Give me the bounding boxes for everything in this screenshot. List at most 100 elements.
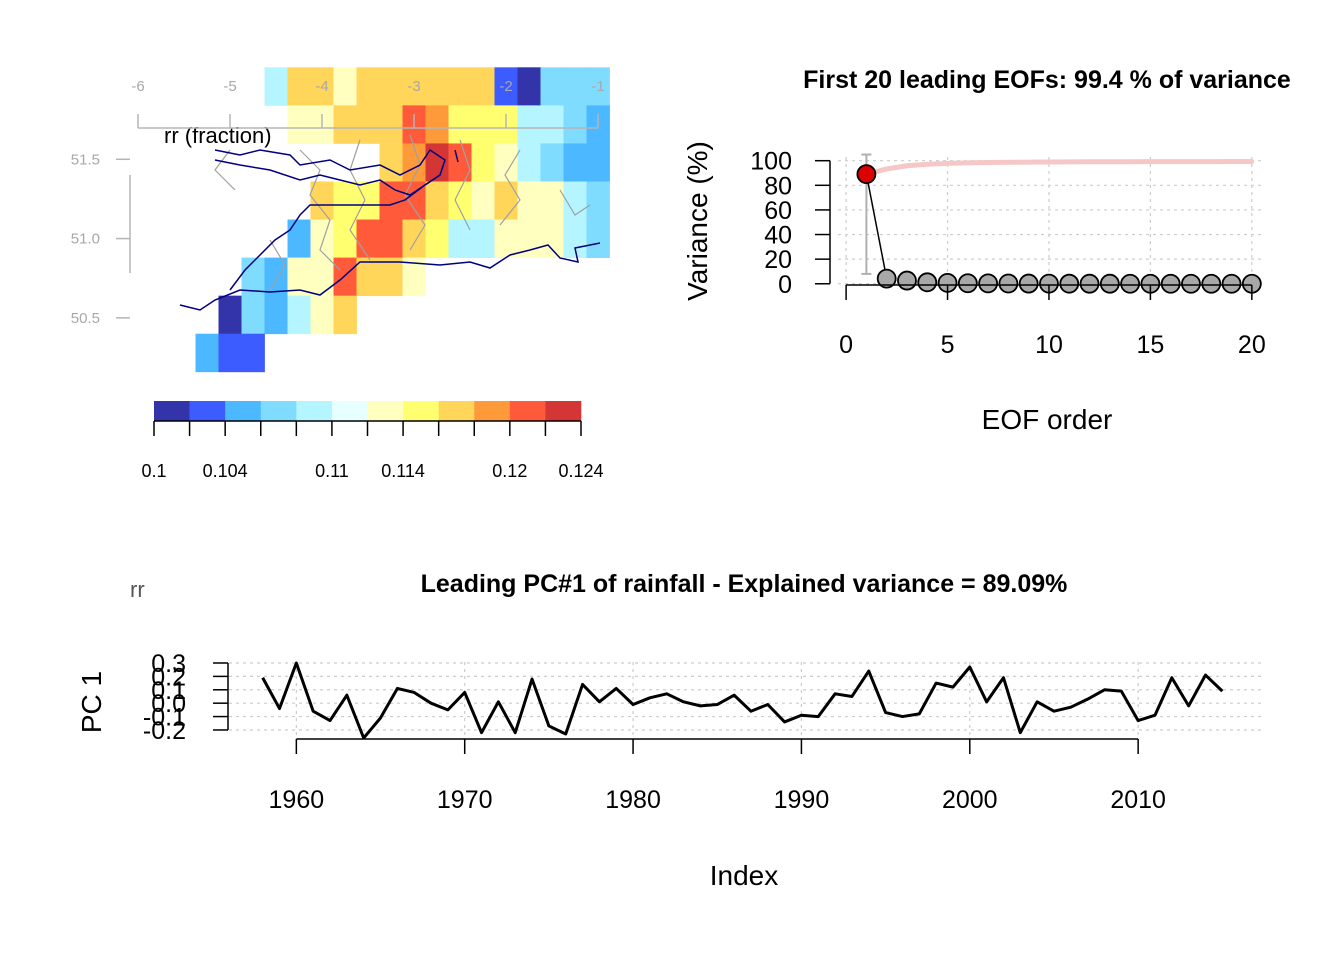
map-cell [287,257,311,297]
eof-cumulative-line [863,159,1255,177]
map-cell [264,295,288,335]
colorbar-swatch [225,401,262,421]
map-cell [448,181,472,220]
eof-point [1201,273,1222,294]
eof-point [1059,273,1080,294]
map-cell [494,67,518,106]
rainfall-map-panel: rr (fraction) -6 -5 -4 -3 -2 -1 51.5 51.0 50.5 0.1… [71,67,610,481]
colorbar-tick-label: 0.1 [141,461,166,481]
colorbar-swatch [331,401,368,421]
map-cell [333,181,357,220]
map-x-tick-label: -2 [499,78,512,95]
contour-line [214,149,236,191]
map-cell [379,67,403,106]
colorbar-swatch [260,401,297,421]
pc-x-tick-label: 2000 [942,786,998,814]
map-cell [586,143,610,182]
colorbar-swatch [296,401,333,421]
eof-point-leading [856,164,877,185]
map-cell [264,257,288,297]
map-cell [241,333,265,373]
map-cell [448,219,472,258]
pc-y-tick-label: 0.3 [151,650,186,678]
map-cell [310,295,334,335]
eof-point [1018,273,1039,294]
map-cell [287,67,311,106]
map-cell [356,67,380,106]
map-cell [540,105,564,144]
map-cell [517,105,541,144]
colorbar-swatch [509,401,546,421]
coastline [454,149,459,163]
map-cell [402,143,426,182]
coastline [214,148,446,196]
pc-x-tick-label: 1980 [605,786,661,814]
map-cell [218,295,242,335]
map-cell [448,105,472,144]
eof-point [978,273,999,294]
map-cell [540,143,564,182]
map-cell [540,67,564,106]
map-y-tick-label: 51.0 [71,231,100,248]
contour-line [349,139,371,261]
coastline [229,174,441,291]
eof-point [1079,273,1100,294]
eof-x-tick-label: 0 [839,331,853,359]
pc-y-tick-label: 0.0 [151,690,186,718]
map-cell [356,219,380,258]
pc-chart-subtitle: rr [130,577,145,602]
map-cell [310,181,334,220]
map-y-tick-label: 51.5 [71,151,100,168]
eof-y-tick-label: 40 [764,222,792,250]
eof-x-tick-label: 5 [941,331,955,359]
eof-point [1160,273,1181,294]
map-cell [264,67,288,106]
pc-x-tick-label: 1990 [774,786,830,814]
map-cell [218,333,242,373]
pc-chart-title: Leading PC#1 of rainfall - Explained var… [421,570,1068,598]
colorbar-swatch [403,401,439,421]
map-cell [494,143,518,182]
eof-y-tick-label: 60 [764,197,792,225]
contour-line [454,139,471,231]
eof-x-tick-label: 15 [1136,331,1164,359]
colorbar-swatch [367,401,404,421]
map-cell [471,181,495,220]
map-cell [402,219,426,258]
map-cell [425,181,449,220]
eof-point [957,273,978,294]
pc-x-tick-label: 2010 [1110,786,1166,814]
pc-y-axis-label: PC 1 [76,671,107,733]
map-cell [540,181,564,220]
eof-x-tick-label: 10 [1035,331,1063,359]
pc-y-tick-label: -0.1 [143,704,186,732]
map-cell [586,67,610,106]
pc-x-tick-label: 1960 [269,786,325,814]
map-cell [563,143,587,182]
contour-line [559,189,591,216]
colorbar-swatch [438,401,475,421]
pc1-timeseries-panel: -0.2-0.10.00.10.20.3 1960 1970 1980 1990 2000… [76,570,1262,891]
eof-x-axis-label: EOF order [982,404,1113,435]
colorbar-swatch [474,401,511,421]
map-x-tick-label: -4 [315,78,328,95]
pc-x-tick-label: 1970 [437,786,493,814]
colorbar-swatch [189,401,226,421]
map-cell [517,143,541,182]
map-cell [195,333,219,373]
map-cell [563,105,587,144]
pc-y-tick-label: -0.2 [143,717,186,745]
map-cell [402,257,426,297]
map-cell [333,257,357,297]
eof-point [1120,273,1141,294]
colorbar-swatch [154,401,190,421]
pc1-series-line [261,661,1224,740]
colorbar-tick-label: 0.124 [558,461,603,481]
eof-y-axis-label: Variance (%) [682,141,713,301]
map-cell [241,295,265,335]
map-cell [379,143,403,182]
contour-line [499,149,521,226]
eof-y-tick-label: 100 [750,148,792,176]
